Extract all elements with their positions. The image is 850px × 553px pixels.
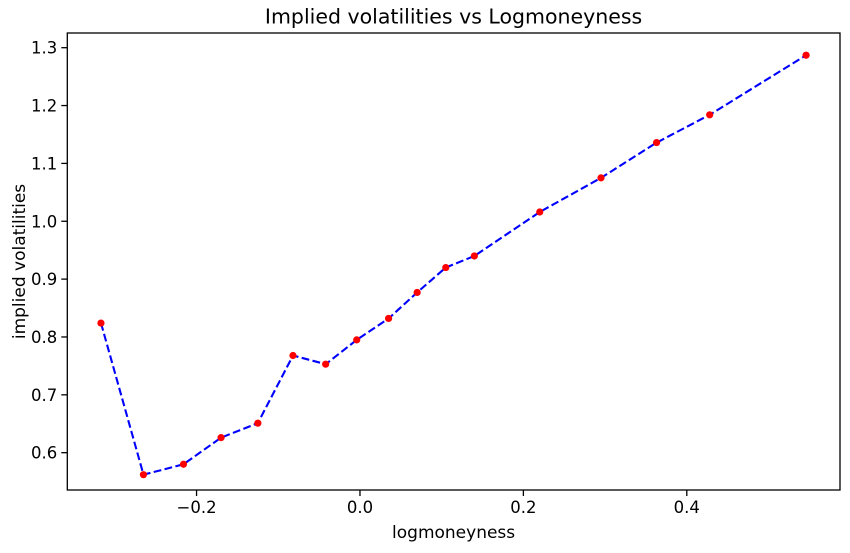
- data-point-marker: [413, 288, 421, 297]
- data-point-marker: [470, 252, 478, 260]
- y-ticks: 0.6 0.7 0.8 0.9 1.0 1.1 1.2 1.3: [31, 39, 68, 463]
- data-point-marker: [802, 51, 810, 59]
- x-axis-label: logmoneyness: [392, 523, 515, 543]
- y-tick-label: 0.6: [31, 444, 57, 463]
- data-point-marker: [179, 460, 188, 468]
- y-tick-label: 1.1: [31, 154, 57, 173]
- y-tick-label: 0.9: [31, 270, 57, 289]
- data-point-marker: [139, 471, 148, 479]
- y-tick-label: 1.2: [31, 97, 57, 116]
- data-point-marker: [289, 351, 297, 360]
- y-axis-label: implied volatilities: [10, 184, 30, 339]
- data-point-marker: [322, 360, 330, 368]
- data-point-marker: [254, 419, 262, 427]
- data-point-marker: [652, 138, 661, 147]
- data-point-marker: [536, 208, 544, 216]
- data-point-marker: [353, 336, 361, 344]
- data-point-marker: [706, 111, 714, 119]
- x-tick-label: 0.4: [674, 498, 700, 517]
- data-point-marker: [597, 174, 605, 182]
- series-line: [99, 54, 807, 476]
- data-point-marker: [217, 434, 225, 442]
- chart-title: Implied volatilities vs Logmoneyness: [265, 5, 642, 29]
- line-series: [99, 54, 807, 476]
- x-ticks: −0.2 0.0 0.2 0.4: [177, 490, 700, 517]
- data-point-marker: [442, 263, 450, 272]
- y-tick-label: 0.8: [31, 328, 57, 347]
- plot-border: [66, 32, 841, 491]
- series-markers: [97, 51, 810, 479]
- x-tick-label: 0.2: [510, 498, 536, 517]
- x-tick-label: −0.2: [177, 498, 217, 517]
- data-point-marker: [384, 314, 393, 323]
- y-tick-label: 1.0: [31, 212, 57, 231]
- y-tick-label: 0.7: [31, 386, 57, 405]
- plot-area: −0.2 0.0 0.2 0.4 0.6 0.7 0.8 0.9 1.0 1.1 1.2 1.3: [31, 32, 841, 517]
- y-tick-label: 1.3: [31, 39, 57, 58]
- data-point-marker: [97, 319, 105, 327]
- x-tick-label: 0.0: [347, 498, 373, 517]
